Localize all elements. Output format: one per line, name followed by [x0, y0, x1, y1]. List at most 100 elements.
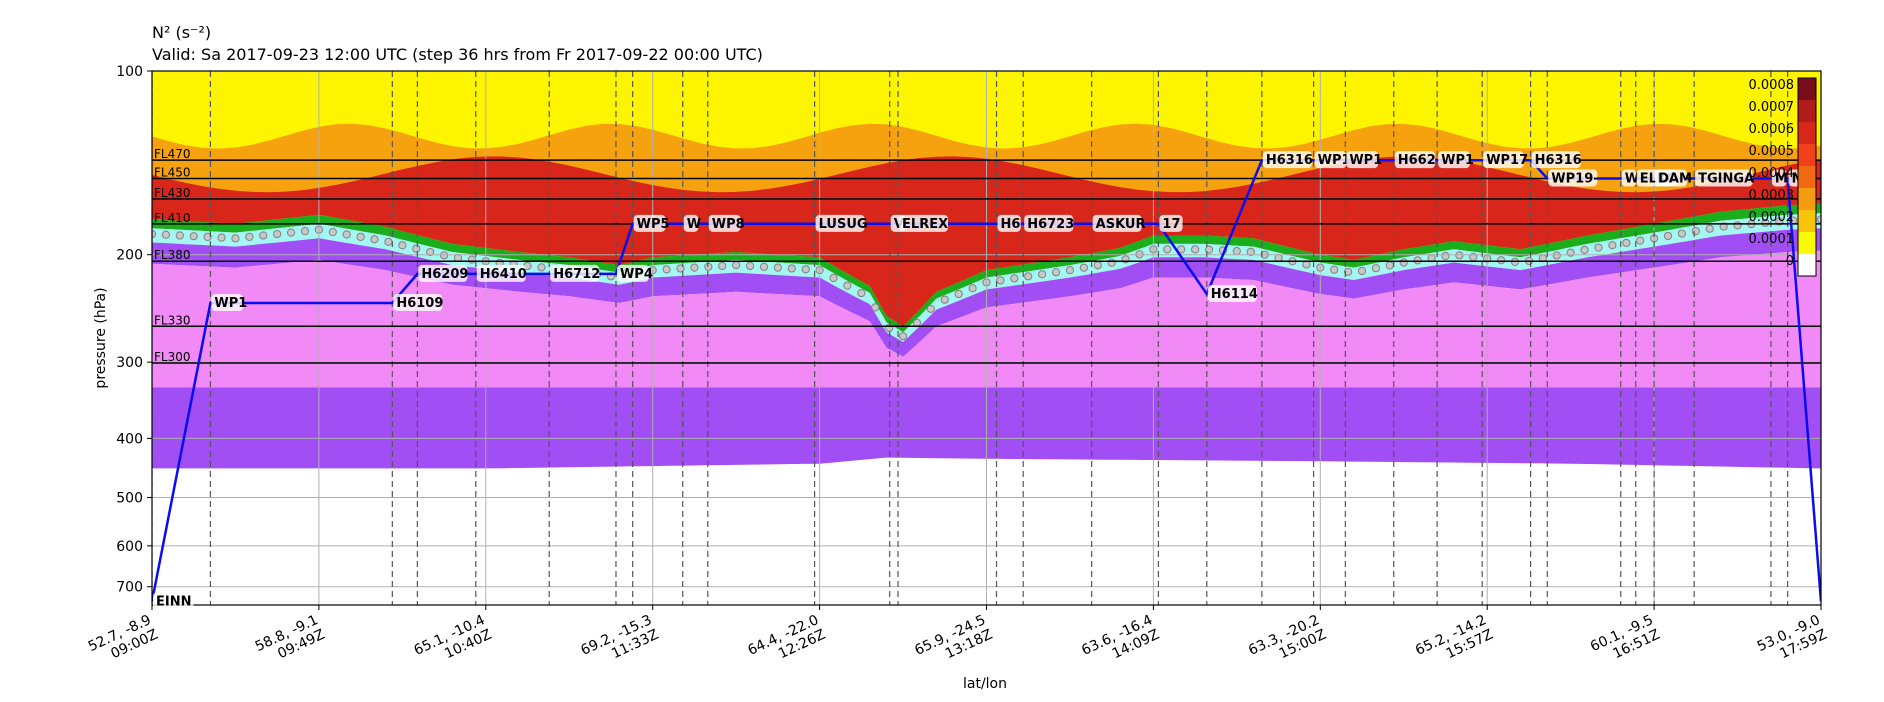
waypoint-marker: WP8	[708, 214, 745, 232]
tropopause-marker	[773, 263, 782, 272]
waypoint-marker: H6723	[1024, 214, 1074, 232]
tropopause-marker	[1455, 251, 1464, 260]
waypoint-label-box	[616, 264, 649, 282]
tropopause-marker	[1594, 243, 1603, 252]
tropopause-marker	[300, 227, 310, 236]
tropopause-marker	[1705, 224, 1714, 233]
tropopause-marker	[1497, 256, 1506, 265]
waypoint-label: WP19-	[1551, 171, 1598, 186]
tropopause-marker	[898, 332, 908, 341]
tropopause-marker	[1622, 238, 1631, 248]
waypoint-marker: ELREX	[899, 214, 948, 232]
tropopause-marker	[1177, 245, 1186, 254]
colorbar-swatch	[1798, 166, 1816, 188]
waypoint-label: H6712	[553, 267, 600, 282]
x-tick-label: 69.2, -15.311:33Z	[578, 612, 661, 662]
waypoint-marker: WP1	[1314, 151, 1351, 169]
tropopause-marker	[926, 304, 935, 313]
waypoint-label: W	[1625, 171, 1639, 186]
waypoint-label: EINN	[156, 594, 191, 609]
tropopause-marker	[537, 263, 546, 272]
waypoint-label: H6410	[480, 267, 527, 282]
waypoint-marker: WP1	[211, 294, 247, 312]
tropopause-marker	[1107, 258, 1116, 267]
tropopause-marker	[954, 289, 963, 299]
waypoint-label-box	[393, 294, 443, 312]
waypoint-marker: W	[1621, 169, 1639, 187]
tropopause-marker	[1636, 236, 1645, 245]
flight-level-label: FL470	[154, 147, 191, 161]
colorbar-swatch	[1798, 188, 1816, 210]
waypoint-label-box	[1159, 214, 1183, 232]
waypoint-label-box	[1548, 169, 1598, 187]
waypoint-marker: ASKUR	[1092, 214, 1145, 232]
flight-level-label: FL300	[154, 350, 191, 364]
waypoint-label-box	[1092, 214, 1142, 232]
tropopause-marker	[1024, 272, 1033, 281]
tropopause-marker	[384, 237, 393, 246]
waypoint-marker: WP1	[1438, 151, 1474, 169]
tropopause-marker	[370, 235, 379, 244]
tropopause-marker	[759, 262, 769, 271]
tropopause-marker	[912, 318, 922, 327]
x-tick-label: 58.8, -9.109:49Z	[253, 612, 328, 662]
tropopause-marker	[1608, 241, 1617, 250]
tropopause-marker	[175, 231, 184, 240]
tropopause-marker	[1010, 274, 1019, 283]
waypoint-marker: WP17	[1483, 151, 1528, 169]
waypoint-marker: EINN	[153, 592, 194, 610]
tropopause-marker	[968, 284, 977, 293]
flight-level-label: FL330	[154, 313, 191, 327]
tropopause-marker	[1330, 265, 1339, 274]
colorbar-swatch	[1798, 100, 1816, 122]
waypoint-marker: TGINGA	[1695, 169, 1754, 187]
tropopause-marker	[1246, 247, 1255, 256]
waypoint-label-box	[550, 264, 600, 282]
y-tick-label: 400	[116, 431, 143, 447]
tropopause-marker	[1232, 247, 1241, 256]
waypoint-label-box	[1262, 151, 1312, 169]
colorbar-swatch	[1798, 232, 1816, 254]
waypoint-label-box	[1438, 151, 1470, 169]
waypoint-label: LUSUG	[819, 217, 868, 232]
x-tick-label: 64.4, -22.012:26Z	[745, 612, 828, 662]
tropopause-marker	[189, 232, 198, 241]
waypoint-label: H6723	[1027, 217, 1074, 232]
tropopause-marker	[1371, 264, 1381, 273]
waypoint-marker: WP1	[1346, 151, 1382, 169]
waypoint-label: W	[687, 217, 701, 232]
x-axis-label: lat/lon	[963, 676, 1007, 692]
waypoint-marker: H6	[997, 214, 1021, 232]
waypoint-label: V	[894, 217, 904, 232]
waypoint-label-box	[997, 214, 1021, 232]
tropopause-marker	[1385, 261, 1394, 270]
tropopause-marker	[1038, 270, 1047, 279]
waypoint-marker: H6410	[476, 264, 527, 282]
tropopause-marker	[203, 232, 212, 241]
tropopause-marker	[1441, 251, 1450, 261]
colorbar-swatch	[1798, 78, 1816, 100]
waypoint-label-box	[1394, 151, 1436, 169]
tropopause-marker	[1663, 231, 1673, 241]
x-tick-label: 63.6, -16.414:09Z	[1079, 612, 1162, 662]
flight-level-label: FL430	[154, 186, 191, 200]
x-tick-label: 65.1, -10.410:40Z	[412, 612, 495, 662]
flight-level-label: FL410	[154, 211, 191, 225]
x-tick-label: 52.7, -8.909:00Z	[86, 612, 161, 662]
waypoint-label: WP1	[214, 296, 247, 311]
tropopause-marker	[1357, 266, 1367, 276]
tropopause-marker	[259, 231, 268, 240]
tropopause-marker	[1580, 245, 1589, 255]
waypoint-label: H662	[1398, 153, 1436, 168]
tropopause-marker	[398, 241, 407, 250]
waypoint-label: WP1	[1318, 153, 1351, 168]
waypoint-label: WP1	[1441, 153, 1474, 168]
y-tick-label: 300	[116, 355, 143, 371]
tropopause-marker	[718, 261, 727, 271]
waypoint-label-box	[1314, 151, 1347, 169]
waypoint-label: H6316	[1266, 153, 1313, 168]
waypoint-label: WP4	[620, 267, 653, 282]
tropopause-marker	[231, 234, 240, 243]
tropopause-marker	[1344, 267, 1353, 276]
